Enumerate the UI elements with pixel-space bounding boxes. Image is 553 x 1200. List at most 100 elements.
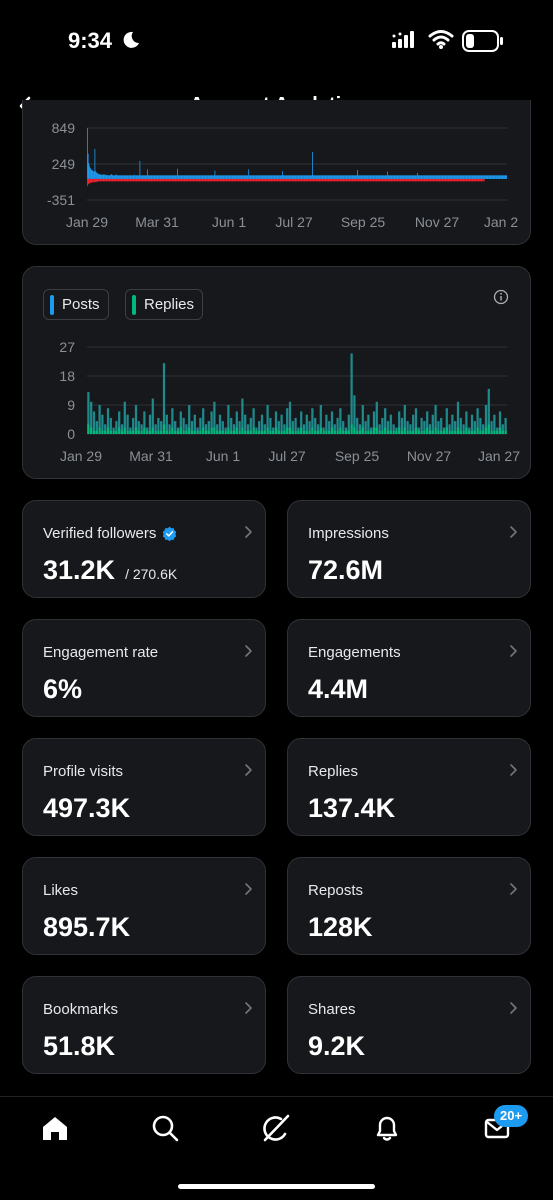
negative-bar [424, 178, 426, 182]
posts-bar [277, 175, 279, 179]
nav-home[interactable] [35, 1113, 75, 1143]
metric-card-profile-visits[interactable]: Profile visits 497.3K [22, 738, 266, 836]
posts-bar [435, 175, 437, 179]
posts-bar [441, 175, 443, 179]
negative-bar [328, 178, 330, 182]
posts-bar [431, 175, 433, 179]
negative-bar [375, 178, 377, 182]
posts-bar [120, 175, 121, 179]
y-tick-label: 249 [52, 156, 76, 172]
replies-bar [269, 430, 272, 434]
negative-bar [177, 178, 178, 182]
negative-bar [107, 178, 109, 182]
replies-bar [356, 430, 359, 434]
metric-card-bookmarks[interactable]: Bookmarks 51.8K [22, 976, 266, 1074]
metric-label: Reposts [308, 882, 363, 899]
negative-bar [217, 178, 219, 182]
negative-bar [105, 178, 107, 182]
home-indicator [178, 1184, 375, 1189]
metric-card-verified-followers[interactable]: Verified followers 31.2K / 270.6K [22, 500, 266, 598]
replies-bar [493, 430, 496, 434]
replies-bar [277, 430, 280, 434]
nav-search[interactable] [145, 1113, 185, 1143]
posts-bar [378, 175, 379, 179]
chevron-right-icon [245, 883, 252, 895]
negative-bar [330, 178, 332, 182]
negative-bar [480, 178, 482, 182]
legend-replies[interactable]: Replies [125, 289, 204, 320]
posts-bar [391, 175, 393, 179]
posts-bar [282, 171, 283, 179]
negative-bar [313, 178, 315, 182]
posts-bar [323, 175, 325, 179]
negative-bar [237, 178, 239, 182]
negative-bar [415, 178, 417, 182]
posts-bar [263, 424, 266, 434]
negative-bar [172, 178, 174, 182]
posts-bar [314, 417, 317, 434]
replies-bar [224, 430, 227, 434]
posts-bar [222, 175, 223, 179]
impressions-chart-card[interactable]: 849 249 -351 Jan 29 Mar 31 Jun 1 Jul 27 Sep 25 N… [22, 100, 531, 245]
posts-bar [423, 421, 426, 434]
posts-bar [422, 175, 424, 179]
posts-bar [209, 175, 211, 179]
metric-label-text: Engagements [308, 644, 401, 661]
negative-bar [273, 178, 274, 182]
negative-bar [212, 178, 214, 182]
replies-bar [468, 430, 471, 434]
negative-bar [399, 178, 400, 182]
replies-bar [400, 430, 404, 434]
negative-bar [339, 178, 340, 182]
metric-card-impressions[interactable]: Impressions 72.6M [287, 500, 531, 598]
posts-bar [451, 414, 454, 434]
negative-bar [300, 178, 302, 182]
metric-card-engagement-rate[interactable]: Engagement rate 6% [22, 619, 266, 717]
posts-bar [493, 175, 495, 179]
negative-bar [453, 178, 454, 182]
negative-bar [422, 178, 424, 182]
metric-card-replies[interactable]: Replies 137.4K [287, 738, 531, 836]
posts-bar [134, 174, 136, 179]
posts-bar [300, 175, 301, 179]
metric-card-shares[interactable]: Shares 9.2K [287, 976, 531, 1074]
posts-bar [131, 175, 133, 179]
negative-bar [283, 178, 285, 182]
nav-notifications[interactable] [367, 1113, 407, 1143]
posts-bar [439, 175, 441, 179]
negative-bar [255, 178, 256, 182]
replies-bar [92, 430, 96, 434]
negative-bar [130, 178, 132, 182]
negative-bar [239, 178, 241, 182]
posts-replies-chart-card[interactable]: Posts Replies 27 18 9 0 Jan 29 Mar 31 Jun 1 Jul… [22, 266, 531, 479]
posts-bar [303, 175, 305, 179]
posts-bar [193, 175, 195, 179]
negative-bar [232, 178, 234, 182]
negative-bar [343, 178, 345, 182]
negative-bar [360, 178, 361, 182]
posts-bar [189, 175, 190, 179]
metric-value: 4.4M [308, 674, 369, 704]
nav-grok[interactable] [256, 1113, 296, 1143]
replies-bar [409, 430, 412, 434]
info-icon[interactable] [493, 289, 509, 305]
metric-label-text: Profile visits [43, 763, 124, 780]
legend-posts[interactable]: Posts [43, 289, 109, 320]
negative-bar [268, 178, 270, 182]
metric-card-engagements[interactable]: Engagements 4.4M [287, 619, 531, 717]
posts-bar [390, 175, 392, 179]
metric-card-likes[interactable]: Likes 895.7K [22, 857, 266, 955]
posts-bar [477, 175, 479, 179]
posts-bar [489, 175, 491, 179]
metric-value: 31.2K [43, 555, 116, 585]
posts-bar [487, 175, 489, 179]
metric-card-reposts[interactable]: Reposts 128K [287, 857, 531, 955]
posts-bar [119, 175, 121, 179]
negative-bar [96, 178, 98, 182]
negative-bar [129, 178, 130, 182]
replies-bar [367, 430, 370, 434]
negative-bar [191, 178, 193, 182]
posts-bar [450, 175, 452, 179]
negative-bar [266, 178, 268, 182]
posts-bar [210, 175, 212, 179]
